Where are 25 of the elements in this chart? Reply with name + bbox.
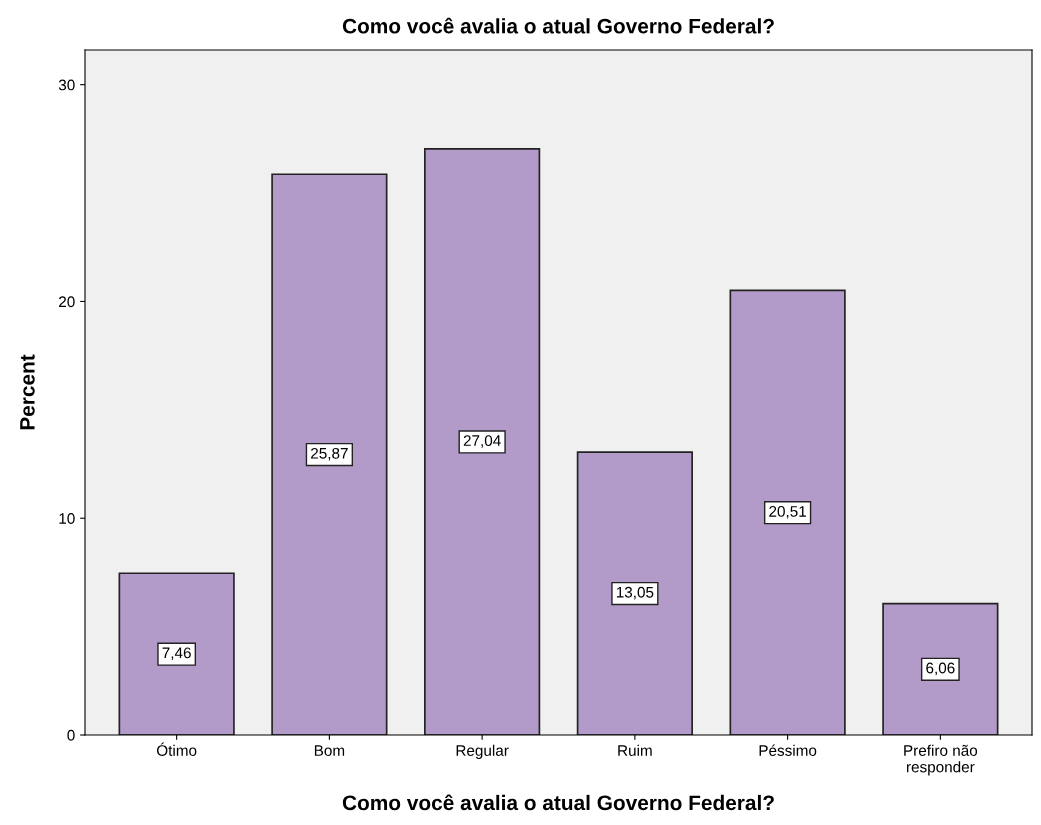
- data-label: 25,87: [311, 447, 348, 461]
- chart-title: Como você avalia o atual Governo Federal?: [342, 17, 774, 34]
- data-label: 13,05: [616, 586, 654, 600]
- y-tick-label: 30: [58, 79, 75, 91]
- x-tick-label: Regular: [456, 744, 509, 759]
- bar: [882, 602, 999, 735]
- x-tick-label: Bom: [314, 745, 345, 756]
- y-tick-label: 10: [59, 513, 75, 524]
- data-label: 7,46: [162, 647, 191, 661]
- x-tick-label: Ótimo: [157, 742, 197, 756]
- y-tick-label: 20: [59, 296, 75, 308]
- bar: [118, 572, 235, 735]
- data-label: 20,51: [769, 505, 806, 519]
- x-tick-label: Péssimo: [759, 744, 817, 756]
- data-label: 6,06: [926, 662, 955, 676]
- y-tick-label: 0: [67, 729, 75, 741]
- x-axis-title: Como você avalia o atual Governo Federal?: [342, 794, 774, 811]
- x-tick-label: Ruim: [618, 744, 652, 756]
- bar: [424, 148, 541, 735]
- bar: [576, 451, 693, 735]
- x-tick-label: Prefiro não responder: [904, 744, 978, 776]
- data-label: 27,04: [463, 435, 501, 448]
- bar: [729, 289, 846, 735]
- y-axis-title: Percent: [20, 354, 35, 430]
- bar: [271, 173, 388, 735]
